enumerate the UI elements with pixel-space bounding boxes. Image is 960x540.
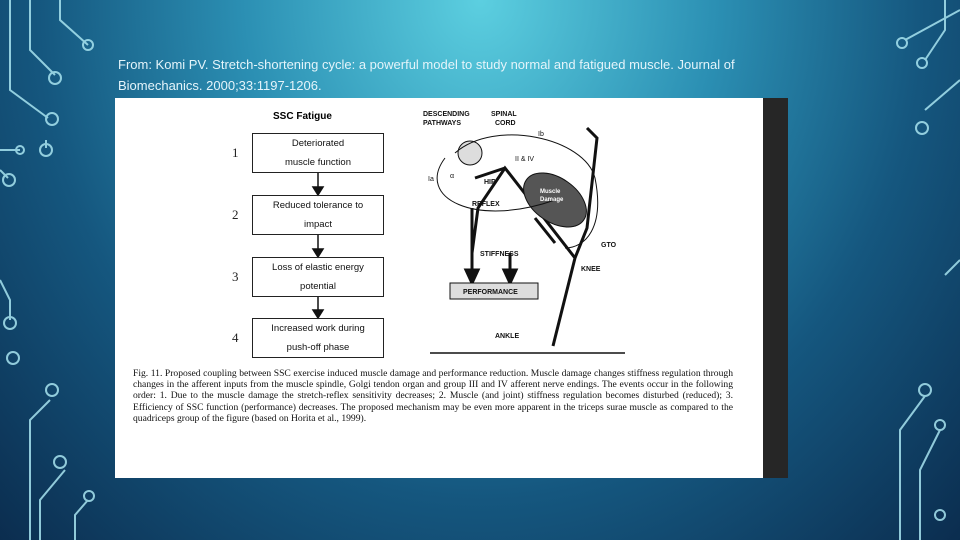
diagram-label: CORD bbox=[495, 120, 516, 127]
citation: From: Komi PV. Stretch-shortening cycle:… bbox=[118, 57, 735, 93]
step-text: muscle function bbox=[284, 157, 351, 168]
diagram-label: ANKLE bbox=[495, 333, 519, 340]
step-text: Deteriorated bbox=[291, 138, 345, 149]
diagram-label: SPINAL bbox=[491, 111, 517, 118]
diagram-label: DESCENDING bbox=[423, 111, 470, 118]
diagram-label: STIFFNESS bbox=[480, 251, 519, 258]
step-text: push-off phase bbox=[286, 342, 350, 353]
diagram-label: PATHWAYS bbox=[423, 120, 461, 127]
diagram-label: α bbox=[450, 173, 454, 180]
diagram-label: Ia bbox=[428, 176, 434, 183]
diagram-label: REFLEX bbox=[472, 201, 500, 208]
step-number: 2 bbox=[232, 207, 239, 222]
step-box: Deteriorated muscle function bbox=[252, 133, 384, 173]
diagram-label: KNEE bbox=[581, 266, 601, 273]
figure-edge bbox=[763, 98, 788, 478]
step-number: 4 bbox=[232, 330, 239, 345]
flowchart-title: SSC Fatigue bbox=[273, 111, 332, 122]
step-text: Loss of elastic energy bbox=[272, 262, 364, 273]
figure-graphics: SSC Fatigue DESCENDI bbox=[273, 111, 625, 354]
step-number: 1 bbox=[232, 145, 239, 160]
diagram-label: PERFORMANCE bbox=[463, 289, 518, 296]
step-box: Increased work during push-off phase bbox=[252, 318, 384, 358]
diagram-label: Damage bbox=[540, 197, 564, 203]
diagram-label: GTO bbox=[601, 242, 617, 249]
diagram-label: II & IV bbox=[515, 156, 534, 163]
step-box: Reduced tolerance to impact bbox=[252, 195, 384, 235]
figure-caption: Fig. 11. Proposed coupling between SSC e… bbox=[133, 368, 733, 424]
diagram-label: Muscle bbox=[540, 189, 561, 195]
step-text: Increased work during bbox=[271, 323, 365, 334]
step-box: Loss of elastic energy potential bbox=[252, 257, 384, 297]
diagram-label: Ib bbox=[538, 131, 544, 138]
step-number: 3 bbox=[232, 269, 239, 284]
figure: SSC Fatigue DESCENDI bbox=[115, 98, 788, 478]
step-text: Reduced tolerance to bbox=[272, 200, 364, 211]
step-text: potential bbox=[300, 281, 336, 292]
step-text: impact bbox=[304, 219, 332, 230]
diagram-label: HIP bbox=[484, 179, 496, 186]
